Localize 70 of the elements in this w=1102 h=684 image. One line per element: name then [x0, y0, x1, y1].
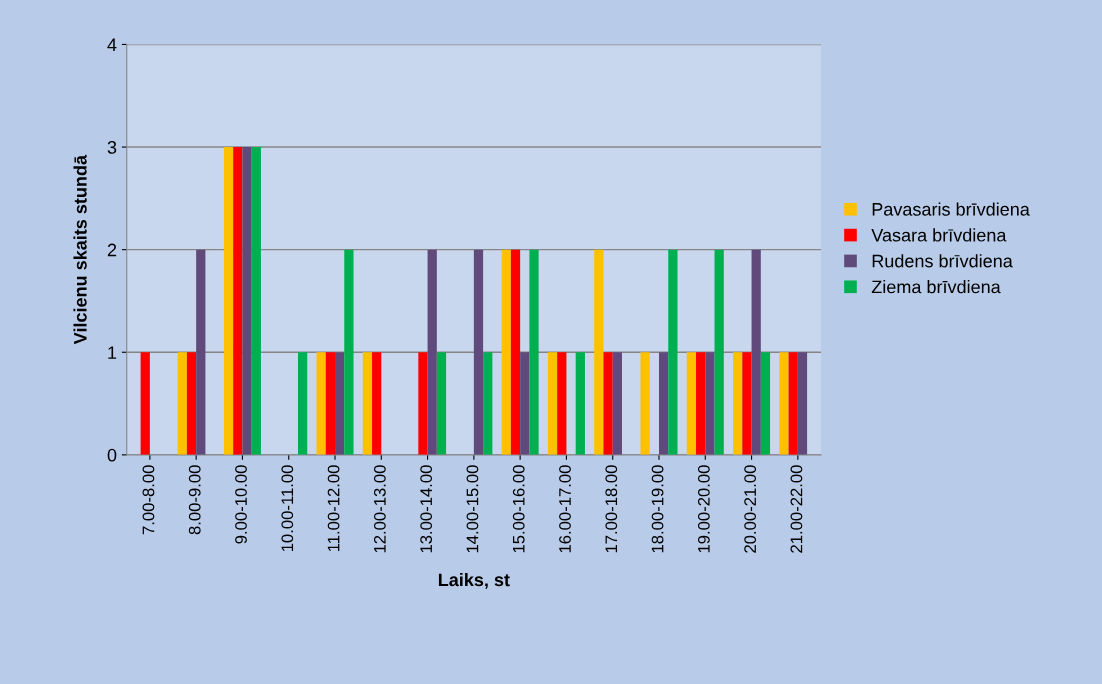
bar: [557, 352, 567, 455]
bar: [760, 352, 771, 455]
bar: [242, 147, 252, 455]
bar: [418, 352, 428, 455]
bar: [779, 352, 789, 455]
bar: [594, 249, 604, 455]
y-tick-label: 0: [107, 448, 117, 462]
x-tick-label: 13.00-14.00: [420, 465, 433, 553]
y-tick-label: 3: [107, 140, 117, 154]
y-tick-label: 4: [107, 38, 117, 51]
x-tick-label: 10.00-11.00: [281, 465, 294, 552]
bar: [483, 352, 493, 455]
x-tick-label: 16.00-17.00: [559, 465, 571, 553]
bar: [640, 352, 650, 455]
legend-label: Vasara brīvdiena: [871, 228, 1007, 242]
x-tick-label: 15.00-16.00: [512, 465, 525, 553]
bar: [714, 249, 724, 455]
bar: [344, 249, 354, 455]
bar: [186, 352, 197, 455]
bar: [140, 352, 150, 455]
x-tick-label: 12.00-13.00: [373, 465, 386, 553]
x-tick-label: 17.00-18.00: [605, 465, 618, 553]
bar: [362, 352, 373, 455]
legend-label: Ziema brīvdiena: [871, 280, 1001, 294]
x-tick-label: 8.00-9.00: [188, 465, 201, 535]
bar: [797, 352, 808, 455]
bar: [427, 249, 437, 455]
bar: [686, 352, 697, 455]
bar: [177, 352, 187, 455]
bar: [196, 249, 206, 455]
x-tick-label: 21.00-22.00: [790, 465, 803, 553]
bar: [316, 352, 326, 455]
bar: [751, 249, 761, 455]
y-tick-label: 1: [108, 346, 117, 359]
x-tick-label: 7.00-8.00: [142, 465, 155, 535]
bar: [520, 352, 530, 455]
bar: [547, 352, 558, 455]
bar: [510, 249, 521, 455]
bar: [325, 352, 336, 455]
bar: [335, 352, 345, 455]
bar: [733, 352, 743, 455]
bar: [297, 352, 308, 455]
x-tick-label: 18.00-19.00: [651, 465, 664, 553]
x-axis-title: Laiks, st: [438, 572, 510, 589]
y-axis-title: Vilcienu skaits stundā: [73, 154, 87, 345]
bar: [251, 147, 261, 455]
legend-label: Rudens brīvdiena: [872, 254, 1013, 268]
bar: [233, 147, 243, 455]
bar: [705, 352, 715, 455]
bar: [742, 352, 752, 455]
bar: [529, 249, 539, 455]
bar: [372, 352, 382, 455]
bar: [659, 352, 669, 455]
bar: [788, 352, 798, 455]
bar: [612, 352, 622, 455]
bar: [436, 352, 447, 455]
bar: [575, 352, 585, 455]
x-tick-label: 14.00-15.00: [466, 465, 479, 553]
x-tick-label: 9.00-10.00: [235, 465, 247, 544]
y-tick-label: 2: [107, 243, 117, 257]
bar: [501, 249, 511, 455]
x-tick-label: 11.00-12.00: [327, 465, 340, 552]
x-tick-label: 19.00-20.00: [697, 465, 710, 553]
x-tick-label: 20.00-21.00: [744, 465, 757, 553]
bar: [473, 249, 484, 455]
bar: [696, 352, 706, 455]
legend-label: Pavasaris brīvdiena: [872, 202, 1030, 216]
bar: [603, 352, 613, 455]
bar: [668, 249, 678, 455]
bar: [223, 147, 234, 455]
